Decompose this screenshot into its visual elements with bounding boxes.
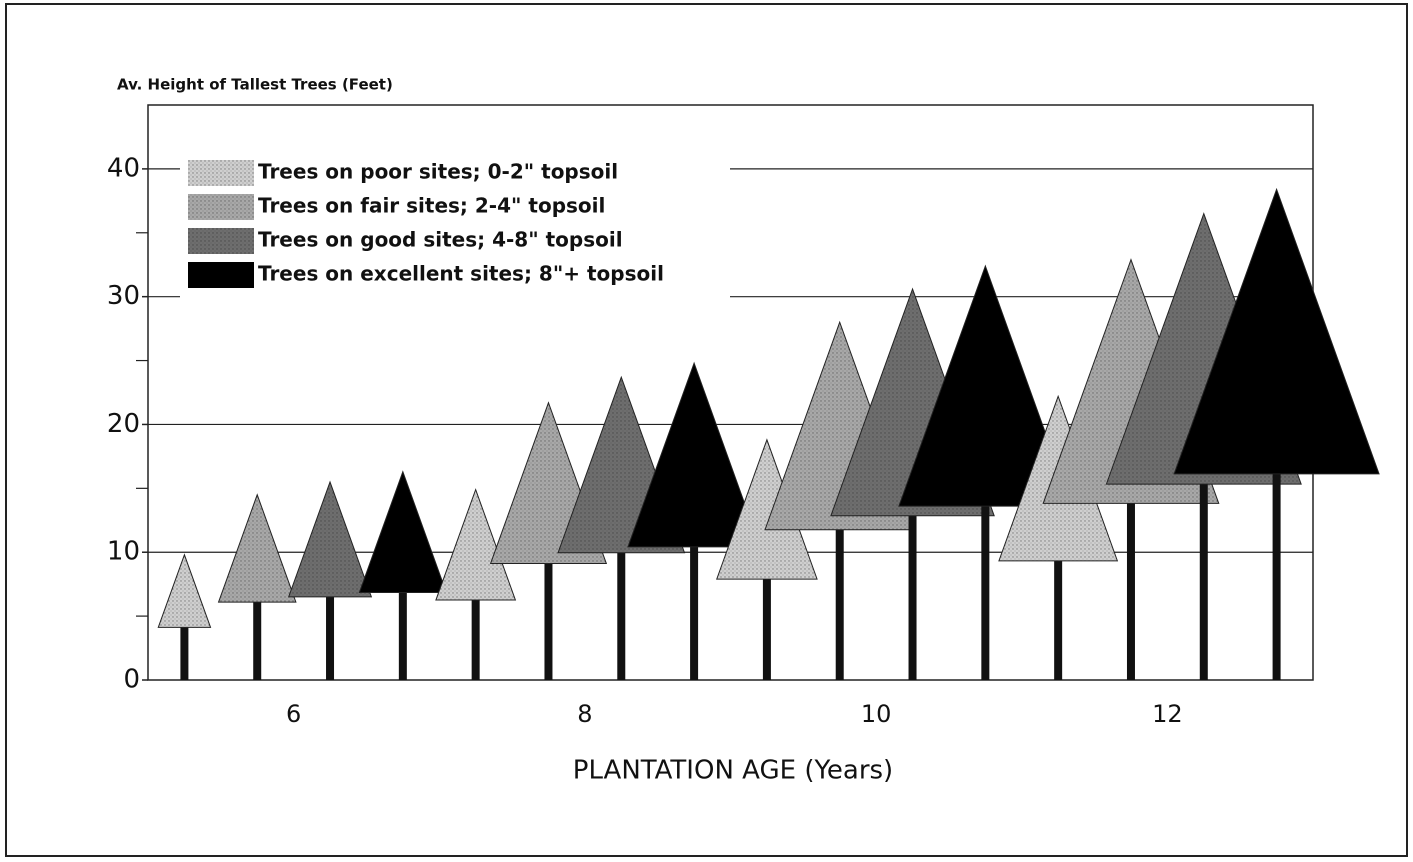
x-tick-label: 6 [286,700,301,728]
y-tick-label: 0 [123,665,140,695]
tree-trunk [399,593,407,680]
legend-label: Trees on excellent sites; 8"+ topsoil [258,262,664,286]
tree [158,555,210,680]
tree-trunk [1273,474,1281,680]
tree-crown [359,472,446,593]
tree-crown-texture [289,482,372,597]
y-tick-label: 40 [107,153,140,183]
tree-trunk [909,516,917,680]
y-tick-label: 20 [107,409,140,439]
legend-swatch-texture [188,160,254,186]
legend-swatch [188,262,254,288]
tree-crown-texture [219,495,296,602]
tree-trunk [472,600,480,680]
tree-trunk [326,597,334,680]
y-axis-title: Av. Height of Tallest Trees (Feet) [117,76,393,94]
tree-trunk [617,553,625,680]
tree-trunk [1127,503,1135,680]
tree-trunk [981,506,989,680]
legend-label: Trees on fair sites; 2-4" topsoil [258,194,605,218]
tree-trunk [253,602,261,680]
x-tick-label: 10 [861,700,892,728]
tree [289,482,372,680]
tree-trunk [1054,561,1062,680]
tree-trunk [180,627,188,680]
tree [359,472,446,680]
y-tick-label: 10 [107,537,140,567]
tree [219,495,296,680]
tree [436,490,516,680]
x-axis-title: PLANTATION AGE (Years) [573,756,893,786]
tree-trunk [544,564,552,680]
legend-label: Trees on poor sites; 0-2" topsoil [258,160,618,184]
legend-swatch-texture [188,194,254,220]
tree-trunk [836,530,844,680]
legend-label: Trees on good sites; 4-8" topsoil [258,228,623,252]
chart: Av. Height of Tallest Trees (Feet) PLANT… [0,0,1413,862]
tree-trunk [1200,484,1208,680]
x-tick-label: 12 [1152,700,1183,728]
x-tick-label: 8 [577,700,592,728]
tree-trunk [763,579,771,680]
tree-crown-texture [158,555,210,628]
tree-trunk [690,547,698,680]
y-tick-label: 30 [107,281,140,311]
legend-swatch-texture [188,228,254,254]
